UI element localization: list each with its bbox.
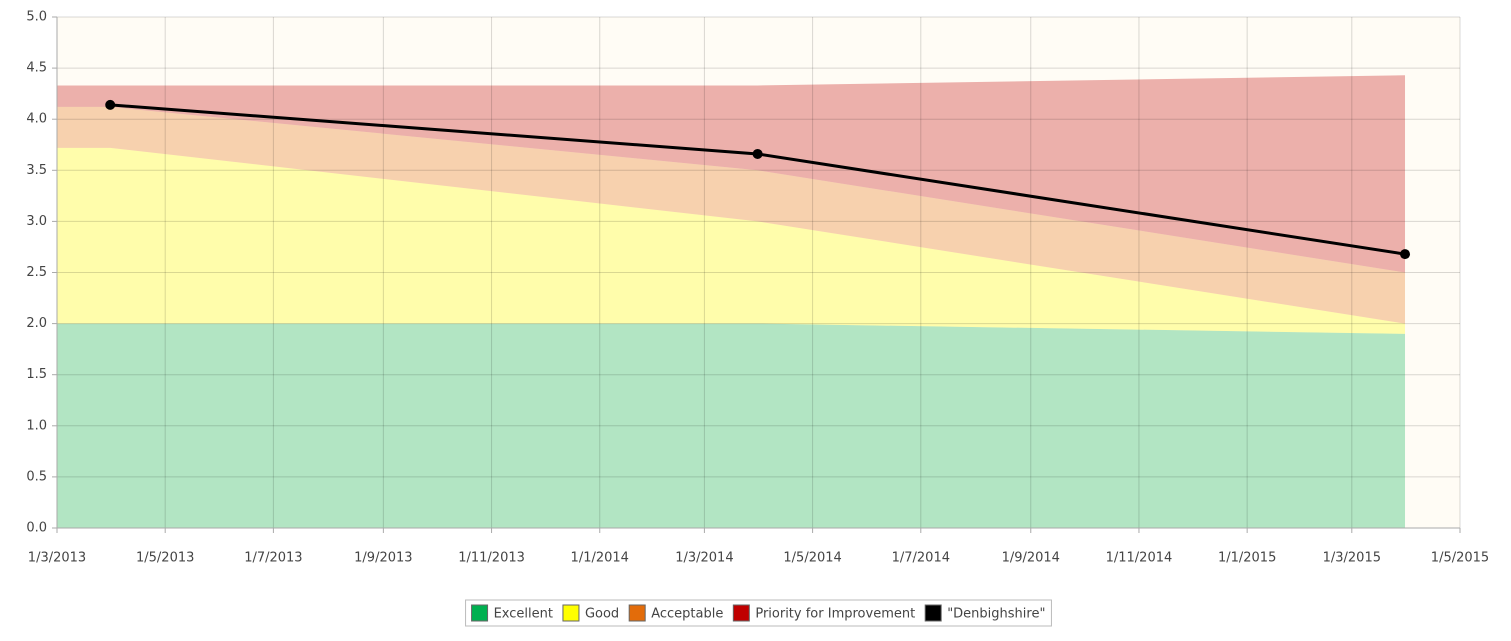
- legend-swatch: [471, 604, 489, 622]
- x-tick-label: 1/7/2013: [244, 551, 302, 566]
- x-tick-label: 1/3/2015: [1323, 551, 1381, 566]
- y-tick-label: 2.5: [26, 265, 47, 280]
- legend-swatch: [924, 604, 942, 622]
- legend-label: Acceptable: [651, 607, 723, 622]
- x-tick-label: 1/1/2015: [1218, 551, 1276, 566]
- x-tick-label: 1/11/2013: [458, 551, 525, 566]
- point: [1400, 249, 1411, 260]
- y-tick-label: 0.0: [26, 521, 47, 536]
- x-tick-label: 1/3/2013: [28, 551, 86, 566]
- y-tick-label: 1.0: [26, 418, 47, 433]
- y-tick-label: 4.0: [26, 112, 47, 127]
- point: [105, 99, 116, 110]
- legend-label: Excellent: [494, 607, 553, 622]
- area: [57, 75, 1406, 273]
- x-tick-label: 1/9/2013: [354, 551, 412, 566]
- x-tick-label: 1/3/2014: [675, 551, 733, 566]
- x-tick-label: 1/5/2015: [1431, 551, 1489, 566]
- x-tick-label: 1/1/2014: [571, 551, 629, 566]
- area: [57, 147, 1406, 334]
- x-tick-label: 1/5/2014: [783, 551, 841, 566]
- legend-label: Good: [585, 607, 619, 622]
- y-tick-label: 0.5: [26, 469, 47, 484]
- y-tick-label: 4.5: [26, 61, 47, 76]
- x-tick-label: 1/9/2014: [1002, 551, 1060, 566]
- y-tick-label: 2.0: [26, 316, 47, 331]
- legend-swatch: [628, 604, 646, 622]
- area: [57, 323, 1406, 528]
- y-tick-label: 5.0: [26, 10, 47, 25]
- legend-label: "Denbighshire": [947, 607, 1045, 622]
- area: [57, 106, 1406, 324]
- point: [752, 148, 763, 159]
- y-tick-label: 3.5: [26, 163, 47, 178]
- x-tick-label: 1/5/2013: [136, 551, 194, 566]
- x-tick-label: 1/11/2014: [1106, 551, 1173, 566]
- plot-background: [57, 17, 1460, 528]
- y-tick-label: 1.5: [26, 367, 47, 382]
- y-tick-label: 3.0: [26, 214, 47, 229]
- legend-label: Priority for Improvement: [755, 607, 915, 622]
- legend-swatch: [562, 604, 580, 622]
- legend: Excellent Good Acceptable Priority for Impr…: [465, 599, 1052, 627]
- legend-swatch: [732, 604, 750, 622]
- x-tick-label: 1/7/2014: [892, 551, 950, 566]
